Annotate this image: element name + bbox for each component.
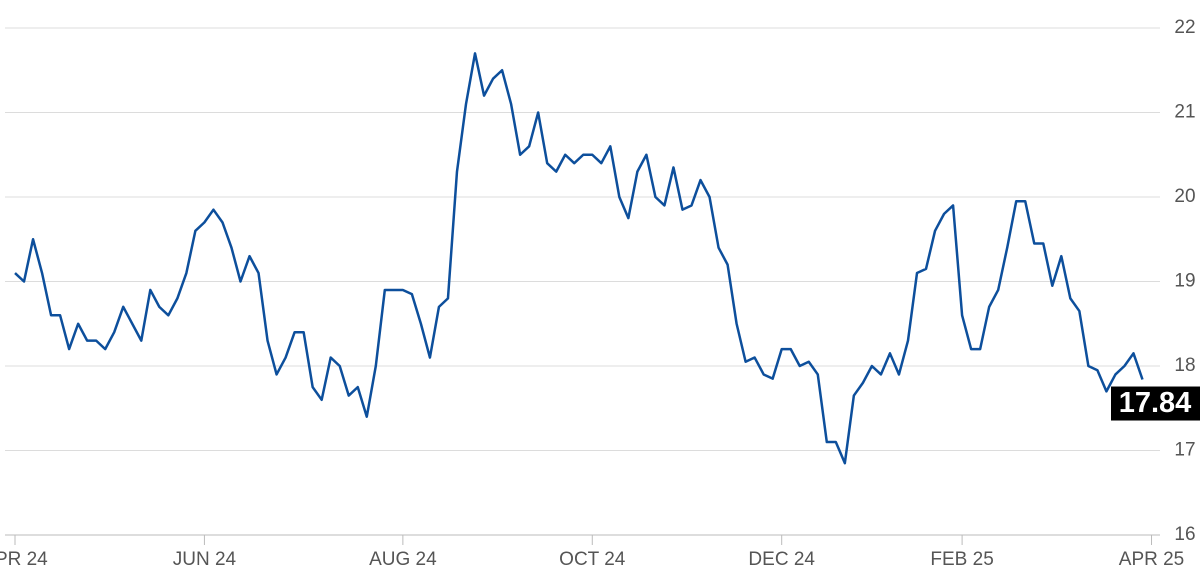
y-tick-label: 21 — [1174, 102, 1195, 123]
last-value-label: 17.84 — [1119, 387, 1192, 419]
x-tick-label: APR 25 — [1119, 549, 1184, 570]
x-tick-label: OCT 24 — [559, 549, 626, 570]
y-tick-label: 22 — [1174, 17, 1195, 38]
x-tick-label: FEB 25 — [930, 549, 993, 570]
y-tick-label: 18 — [1174, 355, 1195, 376]
x-tick-label: AUG 24 — [369, 549, 437, 570]
x-tick-label: APR 24 — [0, 549, 48, 570]
price-line — [14, 52, 1144, 465]
x-tick-label: JUN 24 — [173, 549, 237, 570]
y-tick-label: 19 — [1174, 271, 1195, 292]
y-tick-label: 17 — [1174, 440, 1195, 461]
y-tick-label: 16 — [1174, 524, 1195, 545]
y-tick-label: 20 — [1174, 186, 1195, 207]
x-tick-label: DEC 24 — [748, 549, 815, 570]
last-value-box — [1111, 386, 1200, 421]
